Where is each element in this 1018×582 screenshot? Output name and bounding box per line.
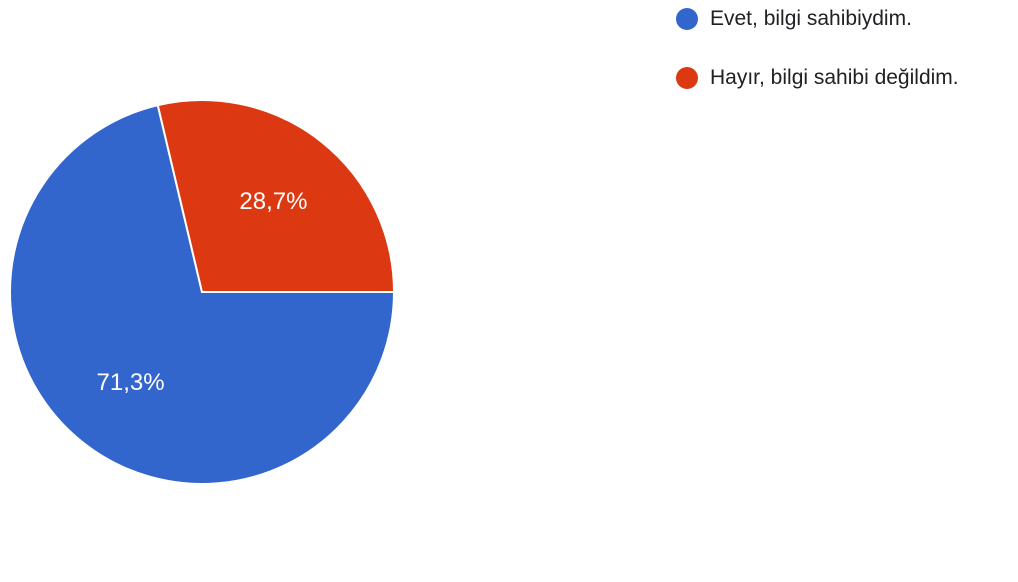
pie-slice-label-2: 28,7% [239,188,307,215]
pie-slice-2 [156,99,396,293]
legend: Evet, bilgi sahibiydim. Hayır, bilgi sahi… [676,6,959,124]
legend-item-2: Hayır, bilgi sahibi değildim. [676,65,959,91]
pie-slice-1 [9,103,396,485]
pie-slice-labels: 71,3% 28,7% [97,188,308,396]
pie-slice-label-1: 71,3% [97,369,165,396]
legend-label: Hayır, bilgi sahibi değildim. [710,66,959,89]
legend-label: Evet, bilgi sahibiydim. [710,7,912,30]
legend-marker [676,8,698,30]
legend-item-1: Evet, bilgi sahibiydim. [676,6,959,32]
legend-marker [676,67,698,89]
pie-slices [9,99,396,485]
